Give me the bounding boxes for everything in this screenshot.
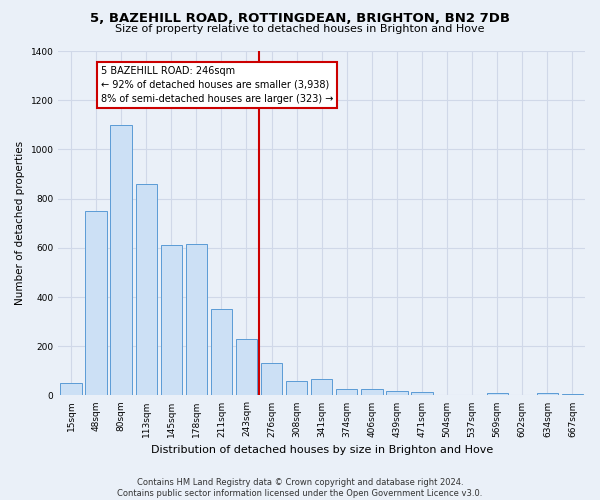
Bar bbox=[185, 244, 207, 396]
Bar bbox=[261, 364, 282, 396]
Bar bbox=[311, 380, 332, 396]
X-axis label: Distribution of detached houses by size in Brighton and Hove: Distribution of detached houses by size … bbox=[151, 445, 493, 455]
Text: Contains HM Land Registry data © Crown copyright and database right 2024.
Contai: Contains HM Land Registry data © Crown c… bbox=[118, 478, 482, 498]
Text: 5 BAZEHILL ROAD: 246sqm
← 92% of detached houses are smaller (3,938)
8% of semi-: 5 BAZEHILL ROAD: 246sqm ← 92% of detache… bbox=[101, 66, 334, 104]
Bar bbox=[110, 125, 132, 396]
Bar bbox=[161, 246, 182, 396]
Bar bbox=[85, 211, 107, 396]
Bar bbox=[412, 392, 433, 396]
Bar bbox=[361, 390, 383, 396]
Bar bbox=[286, 380, 307, 396]
Bar bbox=[336, 390, 358, 396]
Bar bbox=[211, 310, 232, 396]
Bar bbox=[562, 394, 583, 396]
Bar bbox=[386, 390, 407, 396]
Text: Size of property relative to detached houses in Brighton and Hove: Size of property relative to detached ho… bbox=[115, 24, 485, 34]
Bar bbox=[236, 339, 257, 396]
Y-axis label: Number of detached properties: Number of detached properties bbox=[15, 141, 25, 306]
Bar bbox=[136, 184, 157, 396]
Bar bbox=[487, 394, 508, 396]
Bar bbox=[60, 383, 82, 396]
Bar bbox=[537, 393, 558, 396]
Text: 5, BAZEHILL ROAD, ROTTINGDEAN, BRIGHTON, BN2 7DB: 5, BAZEHILL ROAD, ROTTINGDEAN, BRIGHTON,… bbox=[90, 12, 510, 26]
